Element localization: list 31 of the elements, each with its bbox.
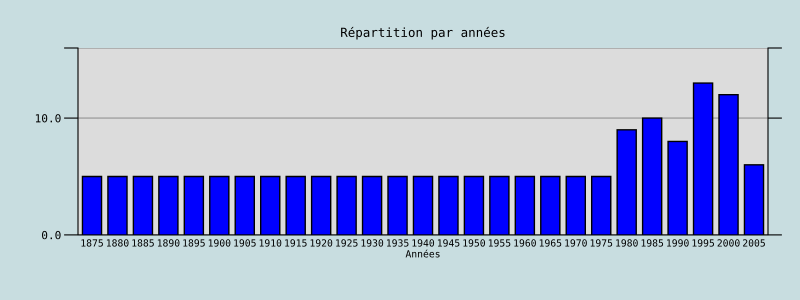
x-tick-label: 1915 (285, 239, 307, 247)
x-tick-label: 1890 (158, 239, 180, 247)
y-tick-label: 10.0 (36, 114, 61, 122)
x-tick-label: 1945 (438, 239, 460, 247)
chart-title: Répartition par années (341, 26, 505, 40)
x-tick-label: 1885 (132, 239, 154, 247)
x-tick-label: 1980 (616, 239, 638, 247)
x-tick-label: 1920 (310, 239, 332, 247)
x-tick-label: 1955 (488, 239, 510, 247)
x-tick-label: 1975 (590, 239, 612, 247)
x-tick-label: 1925 (336, 239, 358, 247)
y-tick-label: 0.0 (42, 230, 61, 240)
x-tick-label: 1940 (412, 239, 434, 247)
x-tick-label: 2000 (718, 239, 740, 247)
x-tick-label: 1875 (81, 239, 103, 247)
x-tick-label: 1905 (234, 239, 256, 247)
x-tick-label: 1970 (565, 239, 587, 247)
x-tick-label: 1960 (514, 239, 536, 247)
x-tick-label: 1990 (667, 239, 689, 247)
x-tick-label: 1950 (463, 239, 485, 247)
x-tick-label: 1935 (387, 239, 408, 247)
x-tick-label: 1995 (692, 239, 714, 247)
x-tick-label: 1900 (208, 239, 230, 247)
x-tick-label: 1985 (642, 239, 664, 247)
x-tick-label: 1895 (183, 239, 205, 247)
x-tick-label: 1880 (106, 239, 129, 247)
x-tick-label: 1930 (362, 239, 384, 247)
x-axis-title: Années (406, 250, 440, 258)
x-tick-label: 2005 (743, 239, 765, 247)
x-tick-label: 1965 (540, 239, 562, 247)
x-tick-label: 1910 (260, 239, 282, 247)
